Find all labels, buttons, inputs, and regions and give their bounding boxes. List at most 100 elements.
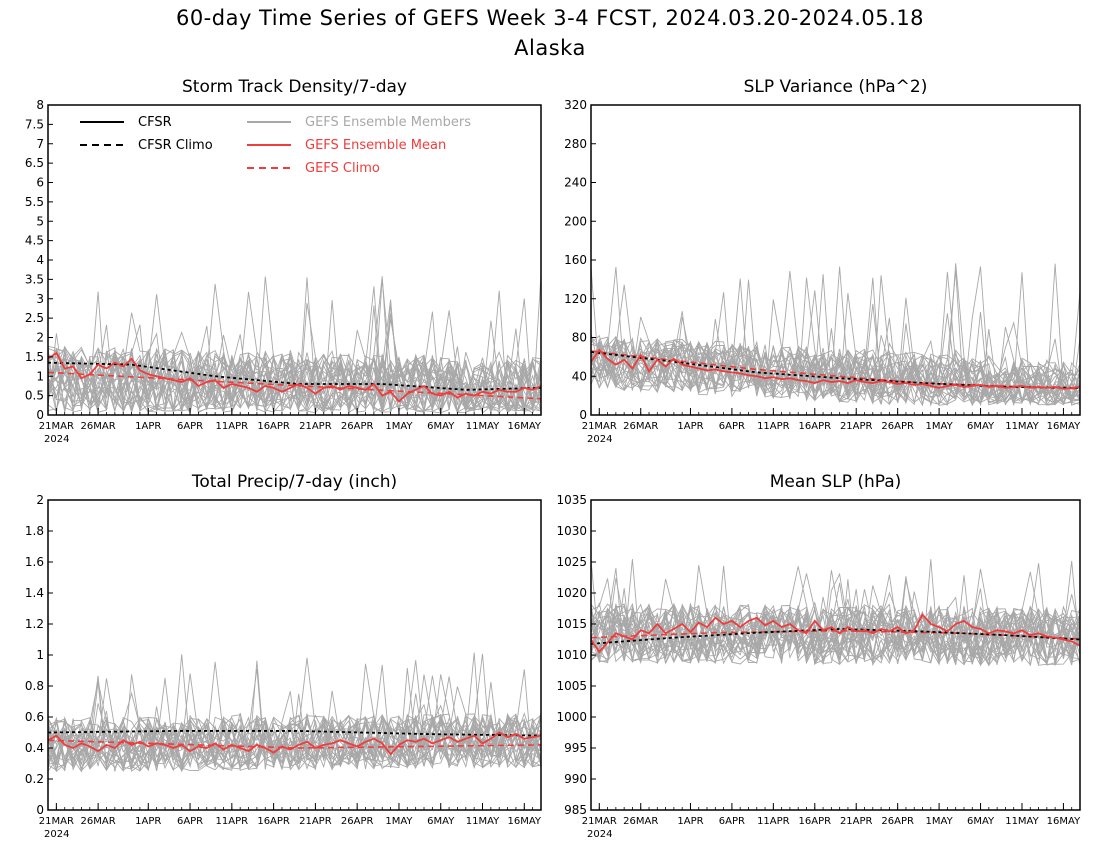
y-tick-label: 6.5 (25, 156, 44, 170)
x-tick-label: 1MAY (926, 421, 954, 432)
x-tick-label: 6MAY (967, 421, 995, 432)
y-tick-label: 2 (36, 493, 44, 507)
x-tick-label: 26APR (341, 421, 374, 432)
y-tick-label: 0 (36, 803, 44, 817)
ensemble-member-line (48, 277, 541, 414)
x-tick-label: 6APR (719, 421, 745, 432)
plot-area (48, 274, 541, 415)
y-tick-label: 1025 (556, 555, 587, 569)
y-tick-label: 1 (36, 648, 44, 662)
y-tick-label: 1.2 (25, 617, 44, 631)
panel-title: Storm Track Density/7-day (182, 77, 407, 97)
ensemble-member-line (48, 324, 541, 414)
x-tick-label: 1APR (135, 421, 161, 432)
x-tick-label: 1MAY (926, 816, 954, 827)
y-tick-label: 5 (36, 214, 44, 228)
x-tick-label: 16APR (257, 816, 290, 827)
panel-title: Mean SLP (hPa) (770, 472, 902, 492)
panel-title: SLP Variance (hPa^2) (744, 77, 928, 97)
ensemble-member-line (591, 566, 1080, 664)
y-tick-label: 120 (564, 292, 587, 306)
x-tick-label: 11MAY (466, 421, 500, 432)
y-tick-label: 1 (36, 369, 44, 383)
y-tick-label: 0.5 (25, 389, 44, 403)
x-tick-label: 1APR (677, 421, 703, 432)
x-year-label: 2024 (44, 829, 69, 840)
x-tick-label: 26MAR (623, 421, 658, 432)
x-tick-label: 6MAY (427, 816, 455, 827)
y-tick-label: 1020 (556, 586, 587, 600)
x-tick-label: 21APR (840, 421, 873, 432)
ensemble-mean-line (591, 613, 1080, 654)
gefs-climo-line (48, 739, 541, 749)
y-tick-label: 2 (36, 331, 44, 345)
y-tick-label: 5.5 (25, 195, 44, 209)
x-tick-label: 26MAR (623, 816, 658, 827)
panel-slpvar: SLP Variance (hPa^2) 0 40 80 120 160 200 240 280… (564, 77, 1081, 445)
legend-label: GEFS Climo (305, 161, 380, 176)
panel-mslp: Mean SLP (hPa) 985 990 995 1000 1005 1010 1015 1… (556, 472, 1081, 840)
y-tick-label: 1035 (556, 493, 587, 507)
gefs-climo-line (591, 350, 1080, 390)
cfsr-climo-line (591, 351, 1080, 389)
ensemble-member-line (48, 299, 541, 415)
x-year-label: 2024 (587, 829, 612, 840)
y-tick-label: 0.8 (25, 679, 44, 693)
plot-area (591, 559, 1080, 667)
y-tick-label: 985 (564, 803, 587, 817)
gefs-climo-line (48, 371, 541, 400)
ensemble-member-line (48, 294, 541, 414)
x-tick-label: 16APR (799, 421, 832, 432)
ensemble-member-line (591, 335, 1080, 405)
ensemble-member-line (591, 284, 1080, 402)
y-tick-label: 995 (564, 741, 587, 755)
legend: CFSR CFSR Climo GEFS Ensemble Members GEFS … (80, 115, 471, 176)
x-tick-label: 11APR (757, 421, 790, 432)
ensemble-member-line (591, 609, 1080, 665)
x-tick-label: 11MAY (1005, 816, 1039, 827)
x-tick-label: 16MAY (1047, 421, 1081, 432)
y-tick-label: 40 (572, 369, 587, 383)
x-tick-label: 11APR (216, 421, 249, 432)
figure-title: 60-day Time Series of GEFS Week 3-4 FCST… (175, 6, 925, 30)
ensemble-member-line (48, 713, 541, 772)
x-tick-label: 11MAY (466, 816, 500, 827)
x-tick-label: 6APR (177, 421, 203, 432)
plot-area (48, 652, 541, 773)
x-tick-label: 16MAY (508, 421, 542, 432)
x-tick-label: 26APR (341, 816, 374, 827)
x-tick-label: 21MAR (39, 421, 74, 432)
x-year-label: 2024 (587, 434, 612, 445)
y-tick-label: 1010 (556, 648, 587, 662)
panel-precip: Total Precip/7-day (inch)00.20.40.60.811… (25, 472, 542, 840)
y-tick-label: 0 (579, 408, 587, 422)
y-tick-label: 240 (564, 176, 587, 190)
y-tick-label: 160 (564, 253, 587, 267)
ensemble-member-line (591, 578, 1080, 664)
ensemble-mean-line (48, 731, 541, 756)
y-tick-label: 1005 (556, 679, 587, 693)
x-year-label: 2024 (44, 434, 69, 445)
y-tick-label: 0.2 (25, 772, 44, 786)
x-tick-label: 1APR (677, 816, 703, 827)
y-tick-label: 1000 (556, 710, 587, 724)
x-tick-label: 11APR (757, 816, 790, 827)
x-tick-label: 26MAR (81, 816, 116, 827)
ensemble-member-line (48, 681, 541, 772)
y-tick-label: 280 (564, 137, 587, 151)
x-tick-label: 21MAR (582, 421, 617, 432)
x-tick-label: 26APR (881, 816, 914, 827)
x-tick-label: 21MAR (39, 816, 74, 827)
x-tick-label: 21APR (299, 816, 332, 827)
y-tick-label: 6 (36, 176, 44, 190)
x-tick-label: 11MAY (1005, 421, 1039, 432)
figure-subtitle: Alaska (514, 36, 586, 60)
y-tick-label: 1030 (556, 524, 587, 538)
y-tick-label: 4 (36, 253, 44, 267)
ensemble-mean-line (591, 348, 1080, 390)
ensemble-member-line (591, 582, 1080, 667)
ensemble-member-line (48, 332, 541, 414)
x-tick-label: 16APR (799, 816, 832, 827)
